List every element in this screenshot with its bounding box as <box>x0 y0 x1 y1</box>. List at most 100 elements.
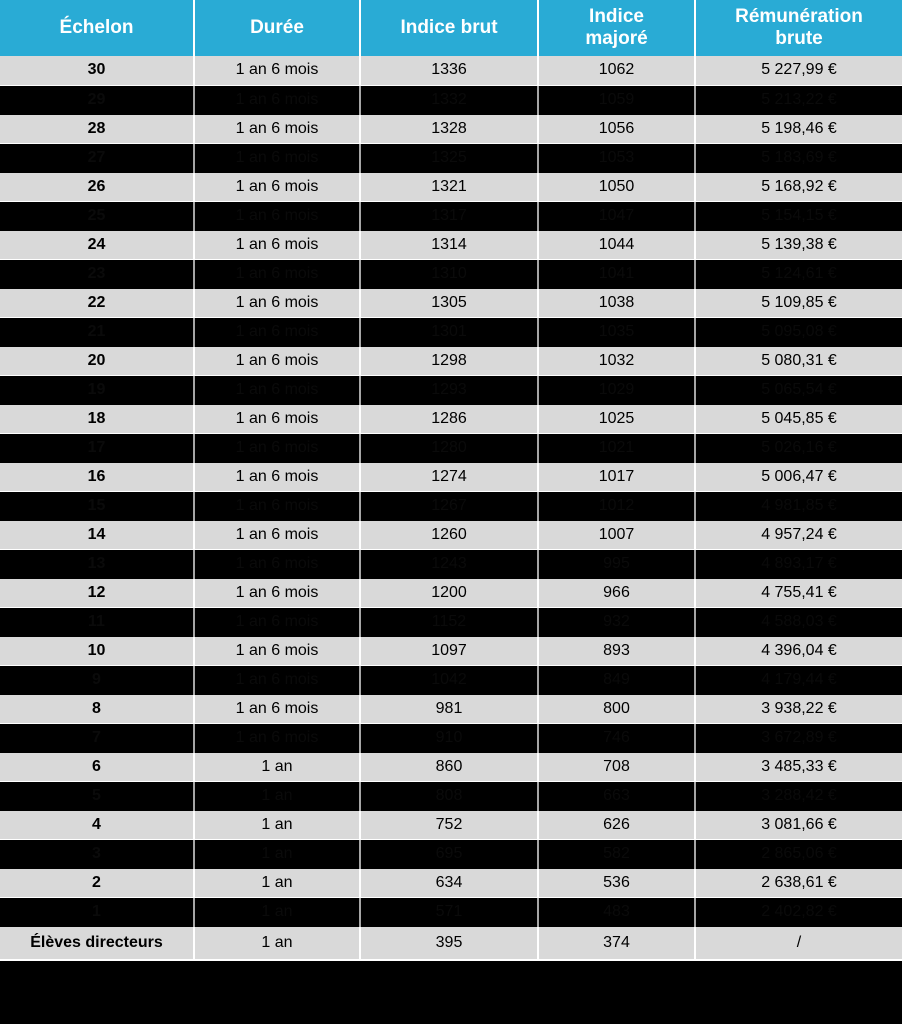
cell-indice-majore: 1056 <box>538 114 696 144</box>
cell-duree: 1 an 6 mois <box>194 578 361 608</box>
cell-echelon: 10 <box>0 636 195 666</box>
cell-echelon: 21 <box>0 317 195 347</box>
cell-indice-majore: 746 <box>538 723 696 753</box>
footer-filler <box>0 961 902 1009</box>
cell-indice-majore: 1059 <box>538 85 696 115</box>
cell-indice-majore: 483 <box>538 897 696 927</box>
cell-echelon: 23 <box>0 259 195 289</box>
cell-indice-majore: 1007 <box>538 520 696 550</box>
cell-remuneration: 5 109,85 € <box>695 288 902 318</box>
cell-remuneration: 4 957,24 € <box>695 520 902 550</box>
cell-indice-brut: 1336 <box>360 56 539 86</box>
cell-duree: 1 an 6 mois <box>194 259 361 289</box>
cell-remuneration: 5 026,16 € <box>695 433 902 463</box>
cell-duree: 1 an 6 mois <box>194 85 361 115</box>
cell-indice-majore: 1029 <box>538 375 696 405</box>
cell-echelon: 15 <box>0 491 195 521</box>
cell-indice-brut: 1042 <box>360 665 539 695</box>
cell-indice-majore: 1062 <box>538 56 696 86</box>
cell-remuneration: 5 183,69 € <box>695 143 902 173</box>
column-header-indice-majore-line2: majoré <box>585 28 648 49</box>
cell-duree: 1 an 6 mois <box>194 56 361 86</box>
table-row: 17 1 an 6 mois 1280 1021 5 026,16 € <box>0 433 902 463</box>
cell-echelon: 2 <box>0 868 195 898</box>
table-row: 23 1 an 6 mois 1310 1041 5 124,61 € <box>0 259 902 289</box>
cell-remuneration: 5 139,38 € <box>695 230 902 260</box>
cell-indice-majore: 708 <box>538 752 696 782</box>
cell-duree: 1 an 6 mois <box>194 665 361 695</box>
cell-echelon: 3 <box>0 839 195 869</box>
cell-echelon: 11 <box>0 607 195 637</box>
cell-indice-majore: 893 <box>538 636 696 666</box>
cell-indice-brut: 1328 <box>360 114 539 144</box>
cell-duree: 1 an 6 mois <box>194 433 361 463</box>
table-row: 25 1 an 6 mois 1317 1047 5 154,15 € <box>0 201 902 231</box>
cell-remuneration: 3 288,42 € <box>695 781 902 811</box>
cell-echelon: 13 <box>0 549 195 579</box>
cell-indice-brut: 1305 <box>360 288 539 318</box>
cell-echelon: 24 <box>0 230 195 260</box>
cell-remuneration: 3 672,89 € <box>695 723 902 753</box>
cell-indice-brut: 1243 <box>360 549 539 579</box>
cell-remuneration: 5 227,99 € <box>695 56 902 86</box>
column-header-remuneration-line1: Rémunération <box>735 5 863 27</box>
cell-echelon: 26 <box>0 172 195 202</box>
table-body: 30 1 an 6 mois 1336 1062 5 227,99 €29 1 an 6 … <box>0 56 902 961</box>
table-row: Élèves directeurs 1 an 395 374/ <box>0 926 902 961</box>
cell-echelon: 28 <box>0 114 195 144</box>
cell-indice-majore: 1017 <box>538 462 696 492</box>
cell-remuneration: 3 081,66 € <box>695 810 902 840</box>
cell-indice-brut: 1274 <box>360 462 539 492</box>
cell-indice-brut: 695 <box>360 839 539 869</box>
cell-echelon: 17 <box>0 433 195 463</box>
cell-duree: 1 an 6 mois <box>194 491 361 521</box>
cell-duree: 1 an 6 mois <box>194 462 361 492</box>
table-row: 28 1 an 6 mois 1328 1056 5 198,46 € <box>0 114 902 144</box>
table-row: 10 1 an 6 mois 1097 893 4 396,04 € <box>0 636 902 666</box>
column-header-indice-majore-line1: Indice <box>589 5 644 27</box>
cell-remuneration: 4 755,41 € <box>695 578 902 608</box>
cell-echelon: 22 <box>0 288 195 318</box>
cell-indice-brut: 1152 <box>360 607 539 637</box>
cell-indice-brut: 752 <box>360 810 539 840</box>
cell-duree: 1 an 6 mois <box>194 317 361 347</box>
cell-duree: 1 an 6 mois <box>194 143 361 173</box>
cell-remuneration: 4 179,44 € <box>695 665 902 695</box>
cell-indice-majore: 582 <box>538 839 696 869</box>
cell-duree: 1 an <box>194 839 361 869</box>
cell-echelon: 5 <box>0 781 195 811</box>
cell-indice-majore: 1032 <box>538 346 696 376</box>
table-row: 29 1 an 6 mois 1332 1059 5 213,22 € <box>0 85 902 115</box>
cell-echelon: 7 <box>0 723 195 753</box>
table-row: 16 1 an 6 mois 1274 1017 5 006,47 € <box>0 462 902 492</box>
cell-indice-majore: 663 <box>538 781 696 811</box>
cell-remuneration: / <box>695 926 902 961</box>
column-header-remuneration: Rémunération brute <box>695 0 902 56</box>
cell-indice-brut: 1260 <box>360 520 539 550</box>
cell-remuneration: 4 588,03 € <box>695 607 902 637</box>
cell-indice-majore: 800 <box>538 694 696 724</box>
cell-duree: 1 an 6 mois <box>194 636 361 666</box>
cell-indice-brut: 1293 <box>360 375 539 405</box>
cell-duree: 1 an 6 mois <box>194 201 361 231</box>
cell-echelon: 27 <box>0 143 195 173</box>
cell-indice-majore: 1053 <box>538 143 696 173</box>
cell-indice-majore: 536 <box>538 868 696 898</box>
cell-echelon: 29 <box>0 85 195 115</box>
table-row: 24 1 an 6 mois 1314 1044 5 139,38 € <box>0 230 902 260</box>
cell-indice-brut: 1267 <box>360 491 539 521</box>
cell-remuneration: 5 045,85 € <box>695 404 902 434</box>
column-header-duree: Durée <box>194 0 361 56</box>
cell-indice-majore: 626 <box>538 810 696 840</box>
table-row: 11 1 an 6 mois 1152 932 4 588,03 € <box>0 607 902 637</box>
cell-indice-brut: 1321 <box>360 172 539 202</box>
cell-remuneration: 4 981,85 € <box>695 491 902 521</box>
cell-echelon: 8 <box>0 694 195 724</box>
cell-echelon: 19 <box>0 375 195 405</box>
cell-indice-brut: 981 <box>360 694 539 724</box>
cell-remuneration: 5 198,46 € <box>695 114 902 144</box>
